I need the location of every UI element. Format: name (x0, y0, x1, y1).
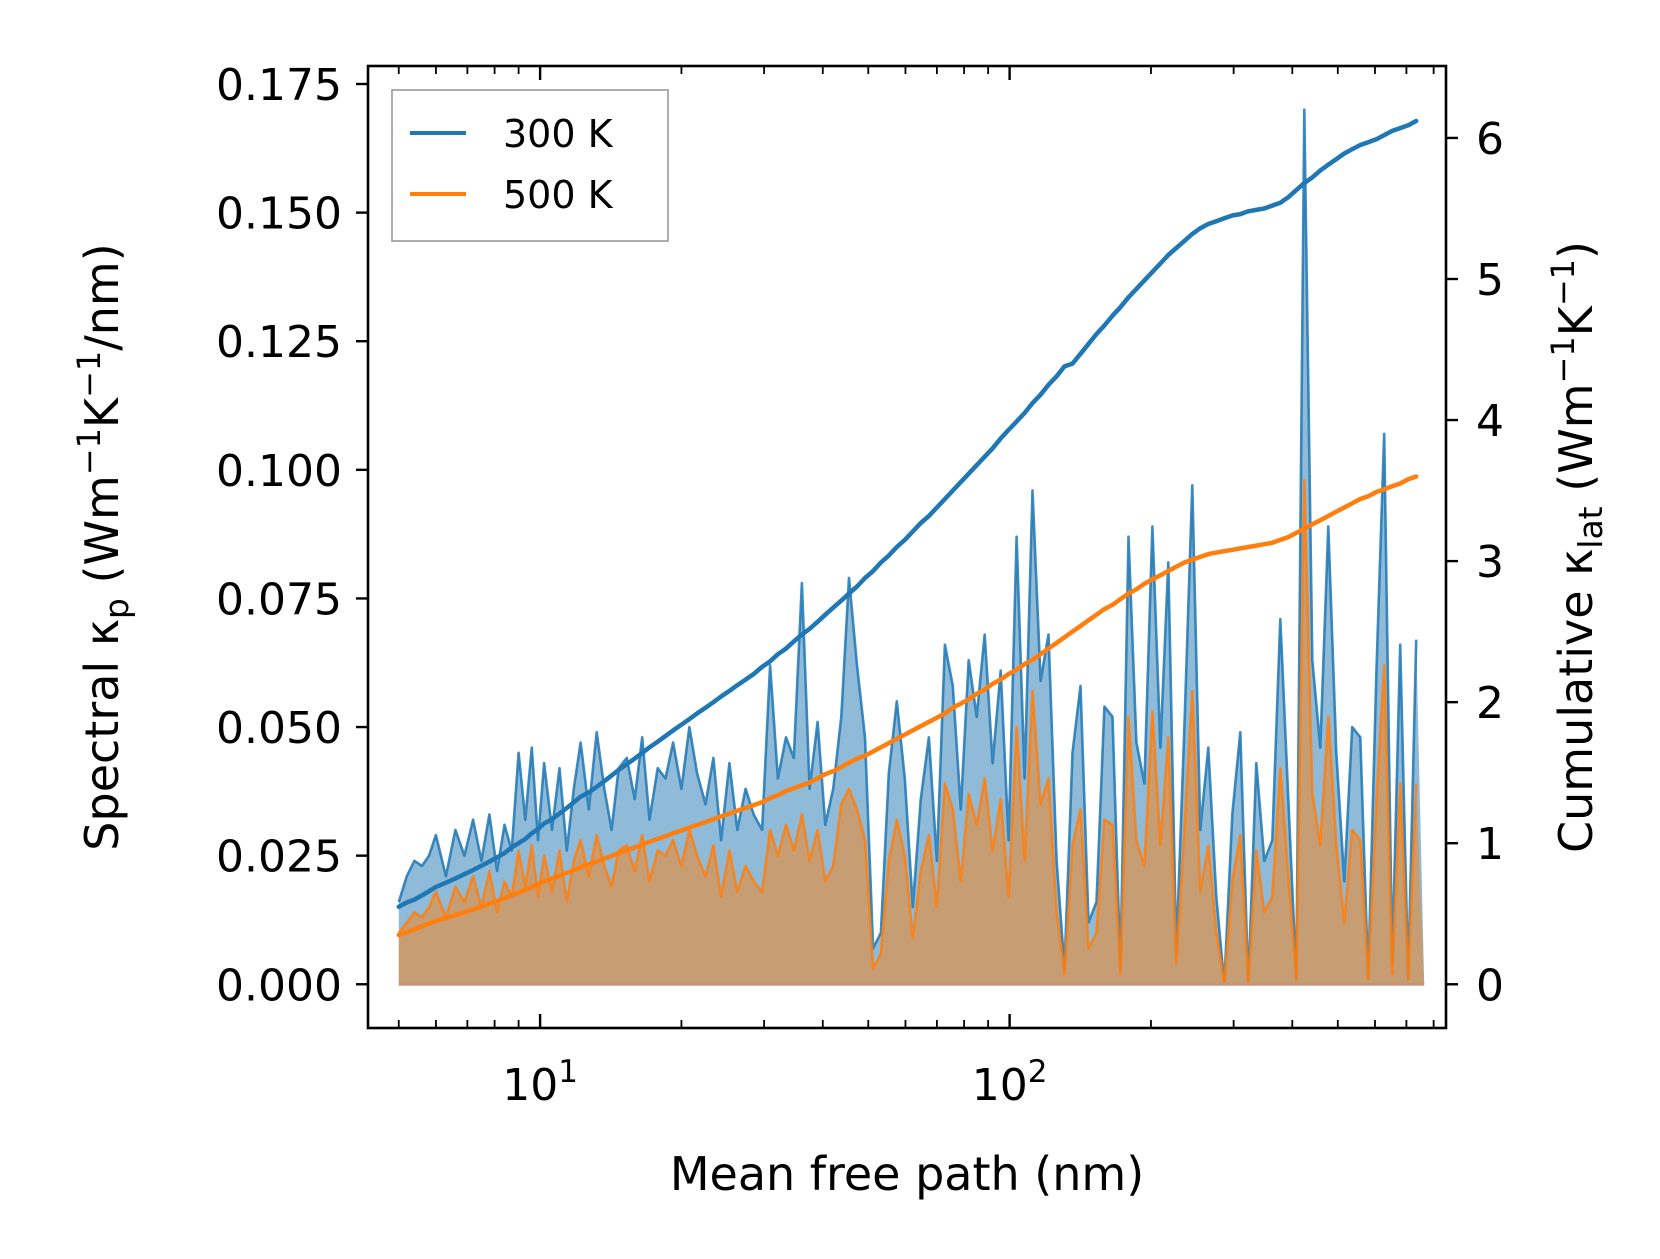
ylabel-left-prefix: Spectral κ (75, 619, 129, 851)
y-right-tick-label: 3 (1476, 537, 1504, 588)
y-left-tick-label: 0.050 (216, 703, 342, 754)
ylabel-right-sub: lat (1571, 506, 1610, 548)
y-left-tick-label: 0.075 (216, 574, 342, 625)
y-left-tick-label: 0.175 (216, 60, 342, 111)
legend-label-500k: 500 K (503, 173, 614, 217)
legend-label-300k: 300 K (503, 112, 614, 156)
x-tick-label-base: 10 (972, 1060, 1028, 1111)
ylabel-right-unit-open: (Wm (1549, 383, 1603, 506)
ylabel-right-exp2: −1 (1544, 259, 1582, 306)
spectral-fill-500k (398, 480, 1425, 985)
ylabel-left-exp1: −1 (70, 428, 108, 475)
ylabel-left-sub: p (97, 598, 136, 619)
ylabel-right-unit-mid: K (1549, 304, 1603, 336)
y-left-tick-label: 0.000 (216, 960, 342, 1011)
y-right-tick-label: 4 (1476, 396, 1504, 447)
x-tick-label-exp: 1 (558, 1054, 578, 1090)
y-left-tick-label: 0.125 (216, 317, 342, 368)
ticks-layer: 0.000 0.025 0.050 0.075 0.100 0.125 0.150 0.175… (216, 60, 1504, 1111)
x-axis-title: Mean free path (nm) (670, 1147, 1144, 1201)
y-axis-right-title: Cumulative κlat (Wm−1K−1) (1544, 241, 1610, 853)
ylabel-left-unit-mid: K (75, 396, 129, 428)
x-tick-label-base: 10 (502, 1060, 558, 1111)
y-axis-left-title: Spectral κp (Wm−1K−1/nm) (70, 243, 136, 850)
x-tick-label: 102 (972, 1054, 1048, 1111)
y-left-tick-label: 0.025 (216, 832, 342, 883)
x-tick-label: 101 (502, 1054, 578, 1111)
ylabel-left-exp2: −1 (70, 351, 108, 398)
y-right-tick-label: 2 (1476, 678, 1504, 729)
ylabel-left-unit-close: /nm) (75, 243, 129, 350)
y-left-tick-label: 0.100 (216, 446, 342, 497)
lines-layer (396, 118, 1419, 938)
ylabel-left-unit-open: (Wm (75, 475, 129, 598)
plot-frame (366, 64, 1448, 1030)
y-right-tick-label: 6 (1476, 114, 1504, 165)
y-right-tick-label: 5 (1476, 255, 1504, 306)
y-right-tick-label: 1 (1476, 819, 1504, 870)
legend-box (391, 89, 669, 242)
cumulative-line-500k (396, 474, 1419, 938)
y-left-tick-label: 0.150 (216, 189, 342, 240)
ylabel-right-unit-close: ) (1549, 241, 1603, 259)
y-right-tick-label: 0 (1476, 960, 1504, 1011)
x-tick-label-exp: 2 (1028, 1054, 1048, 1090)
cumulative-line-300k (396, 118, 1419, 909)
ylabel-right-prefix: Cumulative κ (1549, 549, 1603, 853)
ylabel-right-exp1: −1 (1544, 336, 1582, 383)
legend: 300 K 500 K (391, 89, 669, 242)
